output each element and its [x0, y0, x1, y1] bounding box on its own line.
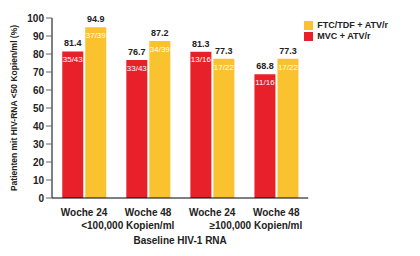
svg-text:Woche 24: Woche 24 [61, 207, 108, 218]
svg-text:50: 50 [33, 103, 45, 114]
svg-text:87.2: 87.2 [151, 28, 169, 38]
svg-text:100: 100 [27, 13, 44, 24]
svg-text:90: 90 [33, 31, 45, 42]
svg-text:17/22: 17/22 [278, 63, 299, 72]
svg-text:Woche 48: Woche 48 [125, 207, 172, 218]
svg-text:33/43: 33/43 [127, 64, 148, 73]
svg-text:80: 80 [33, 49, 45, 60]
html-text:MVC + ATV/r: MVC + ATV/r [317, 31, 371, 41]
svg-text:70: 70 [33, 67, 45, 78]
svg-text:Baseline HIV-1 RNA: Baseline HIV-1 RNA [133, 235, 226, 246]
html-text:FTC/TDF + ATV/r: FTC/TDF + ATV/r [317, 20, 388, 30]
svg-text:Woche 48: Woche 48 [253, 207, 300, 218]
svg-text:81.4: 81.4 [64, 38, 82, 48]
svg-text:10: 10 [33, 175, 45, 186]
svg-text:0: 0 [38, 193, 44, 204]
svg-text:20: 20 [33, 157, 45, 168]
svg-text:94.9: 94.9 [87, 14, 105, 24]
svg-text:37/39: 37/39 [86, 31, 107, 40]
svg-text:Woche 24: Woche 24 [189, 207, 236, 218]
svg-text:Patienten mit HIV-RNA <50 Kopi: Patienten mit HIV-RNA <50 Kopien/ml (%) [9, 25, 19, 191]
svg-text:77.3: 77.3 [215, 46, 233, 56]
svg-text:68.8: 68.8 [256, 61, 274, 71]
svg-text:60: 60 [33, 85, 45, 96]
svg-text:13/16: 13/16 [191, 55, 212, 64]
svg-text:17/22: 17/22 [214, 63, 235, 72]
svg-text:11/16: 11/16 [255, 78, 275, 87]
svg-text:30: 30 [33, 139, 45, 150]
svg-text:35/43: 35/43 [63, 55, 84, 64]
svg-text:34/39: 34/39 [150, 45, 171, 54]
svg-text:81.3: 81.3 [192, 39, 210, 49]
svg-text:76.7: 76.7 [128, 47, 146, 57]
svg-text:<100,000 Kopien/ml: <100,000 Kopien/ml [81, 220, 174, 231]
svg-text:40: 40 [33, 121, 45, 132]
svg-text:77.3: 77.3 [279, 46, 297, 56]
svg-text:≥100,000 Kopien/ml: ≥100,000 Kopien/ml [210, 220, 303, 231]
